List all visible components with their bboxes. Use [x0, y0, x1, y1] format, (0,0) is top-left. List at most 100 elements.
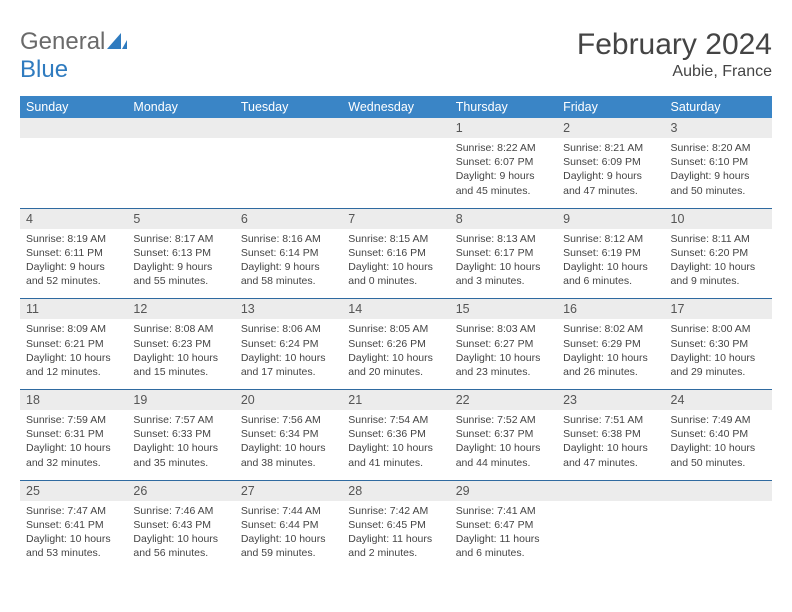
page-header: GeneralBlue February 2024 Aubie, France	[20, 28, 772, 84]
sunrise-text: Sunrise: 8:22 AM	[456, 141, 551, 155]
daylight-text-2: and 20 minutes.	[348, 365, 443, 379]
daylight-text-2: and 26 minutes.	[563, 365, 658, 379]
daylight-text-1: Daylight: 10 hours	[133, 532, 228, 546]
daylight-text-2: and 50 minutes.	[671, 184, 766, 198]
calendar-body: 123Sunrise: 8:22 AMSunset: 6:07 PMDaylig…	[20, 118, 772, 570]
daylight-text-2: and 58 minutes.	[241, 274, 336, 288]
daylight-text-1: Daylight: 10 hours	[241, 532, 336, 546]
daylight-text-2: and 6 minutes.	[563, 274, 658, 288]
weekday-header-row: Sunday Monday Tuesday Wednesday Thursday…	[20, 96, 772, 118]
daylight-text-1: Daylight: 10 hours	[241, 441, 336, 455]
daylight-text-2: and 15 minutes.	[133, 365, 228, 379]
logo-part-blue: Blue	[20, 56, 68, 83]
daylight-text-1: Daylight: 9 hours	[456, 169, 551, 183]
daylight-text-2: and 29 minutes.	[671, 365, 766, 379]
sunset-text: Sunset: 6:19 PM	[563, 246, 658, 260]
day-number-cell: 9	[557, 208, 664, 229]
sunrise-text: Sunrise: 7:47 AM	[26, 504, 121, 518]
sunset-text: Sunset: 6:38 PM	[563, 427, 658, 441]
sunrise-text: Sunrise: 7:44 AM	[241, 504, 336, 518]
daylight-text-1: Daylight: 10 hours	[133, 441, 228, 455]
daylight-text-1: Daylight: 11 hours	[456, 532, 551, 546]
daylight-text-2: and 41 minutes.	[348, 456, 443, 470]
day-detail-row: Sunrise: 7:59 AMSunset: 6:31 PM Daylight:…	[20, 410, 772, 480]
weekday-header: Sunday	[20, 96, 127, 118]
sunset-text: Sunset: 6:27 PM	[456, 337, 551, 351]
logo-text: GeneralBlue	[20, 28, 129, 84]
day-number-cell	[235, 118, 342, 138]
day-detail-cell: Sunrise: 7:49 AMSunset: 6:40 PMDaylight:…	[665, 410, 772, 480]
day-number-row: 123	[20, 118, 772, 138]
day-detail-cell: Sunrise: 8:12 AMSunset: 6:19 PMDaylight:…	[557, 229, 664, 299]
day-number-cell: 24	[665, 390, 772, 411]
sunrise-text: Sunrise: 8:16 AM	[241, 232, 336, 246]
daylight-text-2: and 52 minutes.	[26, 274, 121, 288]
daylight-text-1: Daylight: 9 hours	[133, 260, 228, 274]
day-detail-cell: Sunrise: 7:57 AMSunset: 6:33 PMDaylight:…	[127, 410, 234, 480]
day-detail-cell: Sunrise: 7:52 AMSunset: 6:37 PMDaylight:…	[450, 410, 557, 480]
sunrise-text: Sunrise: 8:02 AM	[563, 322, 658, 336]
logo-sail-icon	[107, 28, 129, 56]
sunset-text: Sunset: 6:36 PM	[348, 427, 443, 441]
day-detail-cell: Sunrise: 7:42 AMSunset: 6:45 PMDaylight:…	[342, 501, 449, 571]
day-detail-cell	[20, 138, 127, 208]
day-number-cell: 13	[235, 299, 342, 320]
day-detail-cell	[127, 138, 234, 208]
daylight-text-2: and 32 minutes.	[26, 456, 121, 470]
sunset-text: Sunset: 6:09 PM	[563, 155, 658, 169]
day-number-cell: 28	[342, 480, 449, 501]
daylight-text-1: Daylight: 10 hours	[241, 351, 336, 365]
day-detail-cell: Sunrise: 7:54 AMSunset: 6:36 PMDaylight:…	[342, 410, 449, 480]
daylight-text-1: Daylight: 10 hours	[563, 351, 658, 365]
daylight-text-2: and 9 minutes.	[671, 274, 766, 288]
daylight-text-2: and 59 minutes.	[241, 546, 336, 560]
day-number-cell: 29	[450, 480, 557, 501]
month-title: February 2024	[577, 28, 772, 61]
sunset-text: Sunset: 6:16 PM	[348, 246, 443, 260]
sunrise-text: Sunrise: 7:49 AM	[671, 413, 766, 427]
day-number-cell: 2	[557, 118, 664, 138]
sunset-text: Sunset: 6:23 PM	[133, 337, 228, 351]
day-detail-cell: Sunrise: 7:59 AMSunset: 6:31 PMDaylight:…	[20, 410, 127, 480]
sunrise-text: Sunrise: 8:12 AM	[563, 232, 658, 246]
day-detail-cell: Sunrise: 8:17 AMSunset: 6:13 PMDaylight:…	[127, 229, 234, 299]
sunset-text: Sunset: 6:21 PM	[26, 337, 121, 351]
day-number-cell: 1	[450, 118, 557, 138]
location-label: Aubie, France	[577, 63, 772, 81]
sunset-text: Sunset: 6:33 PM	[133, 427, 228, 441]
daylight-text-2: and 38 minutes.	[241, 456, 336, 470]
day-number-cell: 25	[20, 480, 127, 501]
sunrise-text: Sunrise: 8:17 AM	[133, 232, 228, 246]
weekday-header: Wednesday	[342, 96, 449, 118]
daylight-text-1: Daylight: 9 hours	[26, 260, 121, 274]
daylight-text-2: and 47 minutes.	[563, 456, 658, 470]
day-detail-cell: Sunrise: 8:16 AMSunset: 6:14 PMDaylight:…	[235, 229, 342, 299]
sunrise-text: Sunrise: 8:08 AM	[133, 322, 228, 336]
day-detail-cell: Sunrise: 8:02 AMSunset: 6:29 PMDaylight:…	[557, 319, 664, 389]
daylight-text-1: Daylight: 9 hours	[563, 169, 658, 183]
day-detail-cell: Sunrise: 8:22 AMSunset: 6:07 PMDaylight:…	[450, 138, 557, 208]
sunset-text: Sunset: 6:31 PM	[26, 427, 121, 441]
day-number-cell	[127, 118, 234, 138]
daylight-text-1: Daylight: 11 hours	[348, 532, 443, 546]
day-number-cell: 11	[20, 299, 127, 320]
sunrise-text: Sunrise: 7:46 AM	[133, 504, 228, 518]
day-number-cell	[665, 480, 772, 501]
sunrise-text: Sunrise: 8:09 AM	[26, 322, 121, 336]
day-detail-cell: Sunrise: 8:03 AMSunset: 6:27 PMDaylight:…	[450, 319, 557, 389]
day-number-cell: 7	[342, 208, 449, 229]
day-number-cell: 5	[127, 208, 234, 229]
day-detail-cell: Sunrise: 8:09 AMSunset: 6:21 PMDaylight:…	[20, 319, 127, 389]
day-number-cell: 4	[20, 208, 127, 229]
sunrise-text: Sunrise: 8:06 AM	[241, 322, 336, 336]
day-number-cell: 15	[450, 299, 557, 320]
weekday-header: Monday	[127, 96, 234, 118]
sunrise-text: Sunrise: 7:59 AM	[26, 413, 121, 427]
sunrise-text: Sunrise: 7:41 AM	[456, 504, 551, 518]
sunset-text: Sunset: 6:26 PM	[348, 337, 443, 351]
day-number-cell: 6	[235, 208, 342, 229]
daylight-text-2: and 44 minutes.	[456, 456, 551, 470]
daylight-text-1: Daylight: 9 hours	[241, 260, 336, 274]
sunset-text: Sunset: 6:34 PM	[241, 427, 336, 441]
sunrise-text: Sunrise: 8:20 AM	[671, 141, 766, 155]
